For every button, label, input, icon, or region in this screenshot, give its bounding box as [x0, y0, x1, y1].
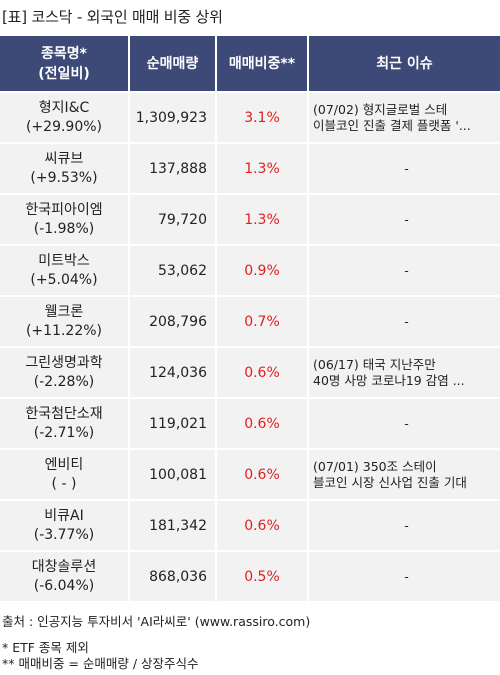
stock-change: (-6.04%)	[33, 577, 95, 594]
recent-issue-line2: 블코인 시장 신사업 진출 기대	[313, 474, 467, 490]
table-row: 미트박스 (+5.04%) 53,062 0.9% -	[0, 246, 500, 295]
net-volume: 53,062	[130, 246, 217, 295]
stock-change: (+29.90%)	[25, 118, 103, 135]
net-volume: 124,036	[130, 348, 217, 397]
stock-change: (+9.53%)	[30, 169, 98, 186]
foreign-trading-table: 종목명* (전일비) 순매매량 매매비중** 최근 이슈 형지I&C (+29.9…	[0, 34, 500, 603]
stock-change: (+11.22%)	[25, 322, 103, 339]
recent-issue: -	[309, 246, 500, 295]
recent-issue: -	[309, 552, 500, 601]
recent-issue-line1: -	[404, 313, 409, 329]
net-volume: 181,342	[130, 501, 217, 550]
header-name-line1: 종목명*	[41, 45, 87, 62]
stock-name[interactable]: 비큐AI	[44, 507, 84, 524]
stock-name[interactable]: 한국첨단소재	[25, 405, 103, 422]
table-row: 씨큐브 (+9.53%) 137,888 1.3% -	[0, 144, 500, 193]
header-net-volume: 순매매량	[130, 36, 217, 91]
stock-change: (+5.04%)	[30, 271, 98, 288]
stock-change: (-2.28%)	[33, 373, 95, 390]
net-volume: 1,309,923	[130, 93, 217, 142]
table-row: 엔비티 ( - ) 100,081 0.6% (07/01) 350조 스테이 블코인 시…	[0, 450, 500, 499]
stock-name-cell: 한국피아이엠 (-1.98%)	[0, 195, 130, 244]
recent-issue[interactable]: (07/01) 350조 스테이 블코인 시장 신사업 진출 기대	[309, 450, 500, 499]
stock-name[interactable]: 대창솔루션	[31, 558, 97, 575]
table-row: 웰크론 (+11.22%) 208,796 0.7% -	[0, 297, 500, 346]
footer-source: 출처 : 인공지능 투자비서 'AI라씨로' (www.rassiro.com)	[2, 614, 311, 629]
stock-name-cell: 그린생명과학 (-2.28%)	[0, 348, 130, 397]
net-volume: 868,036	[130, 552, 217, 601]
stock-name[interactable]: 그린생명과학	[25, 354, 103, 371]
recent-issue-line2: 40명 사망 코로나19 감염 ...	[313, 372, 465, 388]
trade-ratio: 0.6%	[217, 348, 309, 397]
stock-change: ( - )	[51, 475, 77, 492]
stock-name[interactable]: 형지I&C	[38, 99, 90, 116]
net-volume: 100,081	[130, 450, 217, 499]
table-title: [표] 코스닥 - 외국인 매매 비중 상위	[2, 8, 223, 26]
trade-ratio: 0.9%	[217, 246, 309, 295]
trade-ratio: 0.6%	[217, 501, 309, 550]
recent-issue: -	[309, 195, 500, 244]
recent-issue-line2: 이블코인 진출 결제 플랫폼 '...	[313, 117, 471, 133]
header-recent-issue: 최근 이슈	[309, 36, 500, 91]
recent-issue-line1: -	[404, 568, 409, 584]
trade-ratio: 3.1%	[217, 93, 309, 142]
recent-issue: -	[309, 297, 500, 346]
table-row: 형지I&C (+29.90%) 1,309,923 3.1% (07/02) 형지글로벌…	[0, 93, 500, 142]
stock-name-cell: 미트박스 (+5.04%)	[0, 246, 130, 295]
net-volume: 137,888	[130, 144, 217, 193]
footer-note-ratio: ** 매매비중 = 순매매량 / 상장주식수	[2, 656, 199, 671]
header-row: 종목명* (전일비) 순매매량 매매비중** 최근 이슈	[0, 36, 500, 91]
recent-issue-line1: -	[404, 517, 409, 533]
stock-name-cell: 형지I&C (+29.90%)	[0, 93, 130, 142]
header-trade-ratio: 매매비중**	[217, 36, 309, 91]
net-volume: 208,796	[130, 297, 217, 346]
recent-issue-line1: (06/17) 태국 지난주만	[313, 356, 436, 372]
recent-issue: -	[309, 399, 500, 448]
recent-issue-line1: -	[404, 415, 409, 431]
stock-name[interactable]: 한국피아이엠	[25, 201, 103, 218]
stock-name[interactable]: 미트박스	[38, 252, 90, 269]
header-name: 종목명* (전일비)	[0, 36, 130, 91]
stock-name[interactable]: 웰크론	[44, 303, 84, 320]
stock-name-cell: 비큐AI (-3.77%)	[0, 501, 130, 550]
trade-ratio: 0.5%	[217, 552, 309, 601]
header-name-line2: (전일비)	[38, 65, 90, 82]
table-row: 비큐AI (-3.77%) 181,342 0.6% -	[0, 501, 500, 550]
trade-ratio: 1.3%	[217, 144, 309, 193]
trade-ratio: 0.6%	[217, 399, 309, 448]
stock-name-cell: 한국첨단소재 (-2.71%)	[0, 399, 130, 448]
recent-issue-line1: -	[404, 262, 409, 278]
stock-name[interactable]: 씨큐브	[44, 150, 84, 167]
net-volume: 119,021	[130, 399, 217, 448]
trade-ratio: 0.7%	[217, 297, 309, 346]
stock-change: (-1.98%)	[33, 220, 95, 237]
recent-issue-line1: -	[404, 211, 409, 227]
table-row: 대창솔루션 (-6.04%) 868,036 0.5% -	[0, 552, 500, 601]
trade-ratio: 0.6%	[217, 450, 309, 499]
recent-issue: -	[309, 144, 500, 193]
recent-issue-line1: (07/02) 형지글로벌 스테	[313, 101, 448, 117]
recent-issue[interactable]: (07/02) 형지글로벌 스테 이블코인 진출 결제 플랫폼 '...	[309, 93, 500, 142]
trade-ratio: 1.3%	[217, 195, 309, 244]
table-row: 그린생명과학 (-2.28%) 124,036 0.6% (06/17) 태국 지난주만…	[0, 348, 500, 397]
footer-note-etf: * ETF 종목 제외	[2, 640, 89, 655]
table-row: 한국피아이엠 (-1.98%) 79,720 1.3% -	[0, 195, 500, 244]
stock-name-cell: 씨큐브 (+9.53%)	[0, 144, 130, 193]
stock-name-cell: 엔비티 ( - )	[0, 450, 130, 499]
recent-issue[interactable]: (06/17) 태국 지난주만 40명 사망 코로나19 감염 ...	[309, 348, 500, 397]
stock-name-cell: 대창솔루션 (-6.04%)	[0, 552, 130, 601]
stock-name-cell: 웰크론 (+11.22%)	[0, 297, 130, 346]
recent-issue-line1: -	[404, 160, 409, 176]
table-row: 한국첨단소재 (-2.71%) 119,021 0.6% -	[0, 399, 500, 448]
recent-issue-line1: (07/01) 350조 스테이	[313, 458, 437, 474]
stock-name[interactable]: 엔비티	[44, 456, 84, 473]
recent-issue: -	[309, 501, 500, 550]
stock-change: (-3.77%)	[33, 526, 95, 543]
net-volume: 79,720	[130, 195, 217, 244]
stock-change: (-2.71%)	[33, 424, 95, 441]
